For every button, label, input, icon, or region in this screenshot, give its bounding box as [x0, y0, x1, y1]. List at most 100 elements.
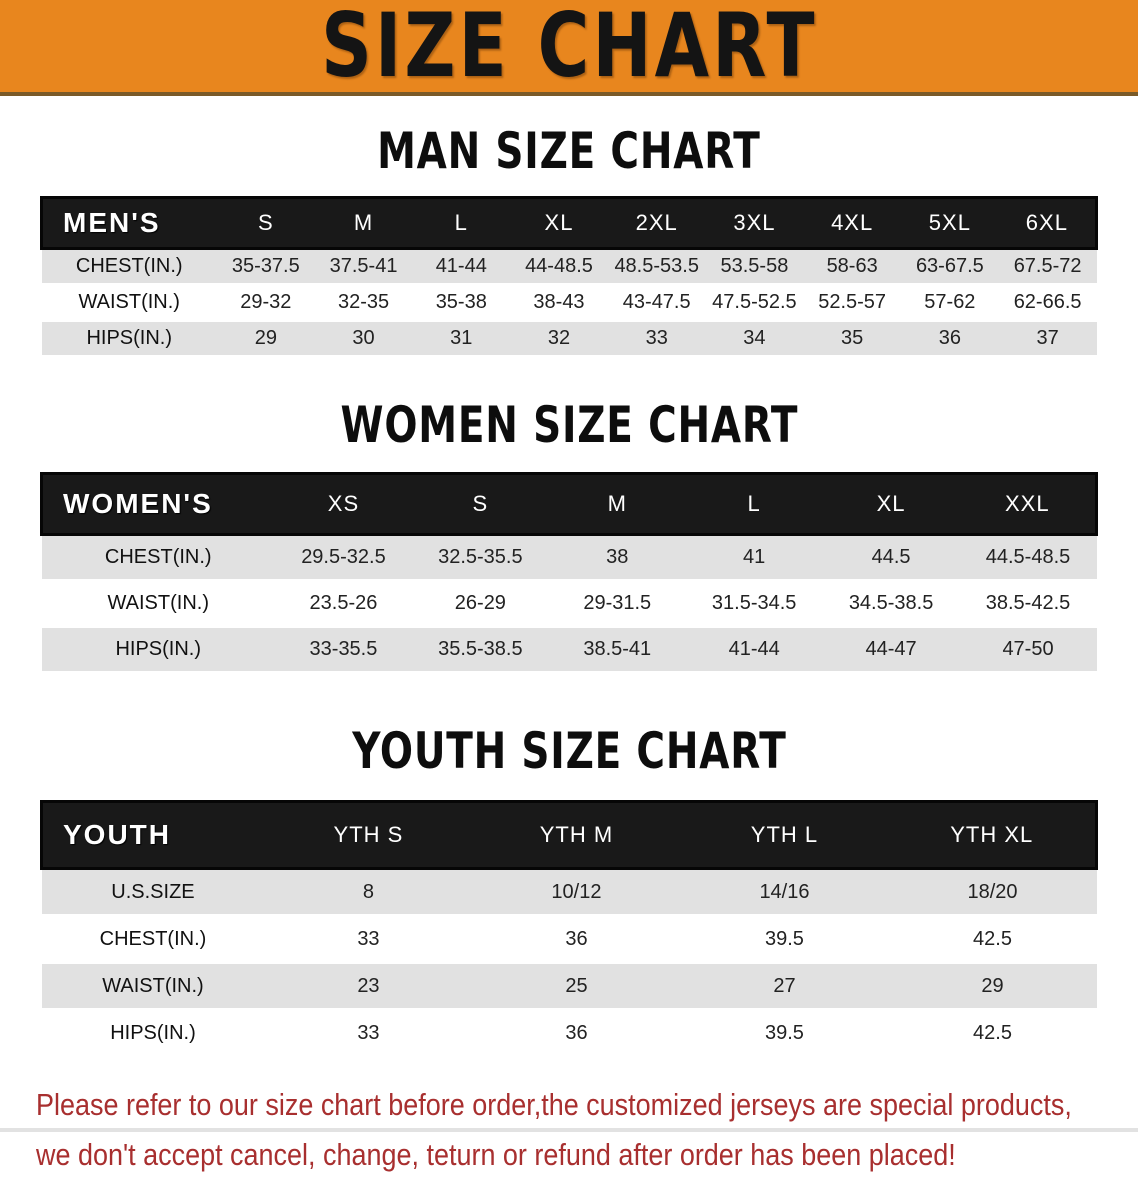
size-column-header: XS — [275, 472, 412, 536]
size-value-cell: 32-35 — [314, 284, 413, 322]
size-value-cell: 37.5-41 — [314, 248, 413, 286]
table-corner-label: YOUTH — [40, 800, 265, 870]
size-value-cell: 29 — [216, 320, 315, 358]
size-column-header: M — [314, 196, 413, 250]
size-value-cell: 37 — [998, 320, 1097, 358]
row-label: CHEST(IN.) — [41, 248, 217, 286]
size-value-cell: 44-48.5 — [510, 248, 608, 286]
size-value-cell: 38.5-42.5 — [959, 580, 1097, 628]
disclaimer-line-1: Please refer to our size chart before or… — [36, 1087, 1072, 1122]
mens-size-table: MEN'S S M L XL 2XL 3XL 4XL 5XL 6XL CHEST(IN.) 35-37… — [39, 196, 1098, 358]
measurement-row: U.S.SIZE 8 10/12 14/16 18/20 — [41, 868, 1097, 917]
size-value-cell: 47-50 — [959, 626, 1097, 674]
table-corner-label: MEN'S — [39, 196, 217, 250]
size-column-header: XXL — [959, 472, 1098, 536]
man-size-chart-section: MAN SIZE CHART MEN'S S M L XL 2XL 3XL 4XL 5XL 6XL… — [0, 96, 1138, 358]
size-value-cell: 18/20 — [888, 868, 1097, 917]
row-label: HIPS(IN.) — [41, 320, 217, 358]
size-value-cell: 23.5-26 — [275, 580, 412, 628]
row-label: CHEST(IN.) — [41, 534, 275, 582]
size-value-cell: 26-29 — [411, 580, 549, 628]
size-value-cell: 62-66.5 — [998, 284, 1097, 322]
size-value-cell: 39.5 — [680, 915, 889, 964]
size-value-cell: 25 — [472, 962, 681, 1011]
size-value-cell: 27 — [680, 962, 889, 1011]
man-section-title: MAN SIZE CHART — [0, 96, 1138, 196]
size-value-cell: 34 — [705, 320, 804, 358]
size-value-cell: 34.5-38.5 — [822, 580, 960, 628]
size-column-header: S — [216, 196, 315, 250]
size-value-cell: 31.5-34.5 — [685, 580, 823, 628]
youth-size-chart-section: YOUTH SIZE CHART YOUTH YTH S YTH M YTH L YTH… — [0, 674, 1138, 1058]
measurement-row: CHEST(IN.) 29.5-32.5 32.5-35.5 38 41 44.5 44.5… — [41, 534, 1097, 582]
size-value-cell: 29-31.5 — [548, 580, 686, 628]
size-column-header: YTH XL — [888, 800, 1099, 870]
size-value-cell: 48.5-53.5 — [607, 248, 706, 286]
size-column-header: 6XL — [998, 196, 1098, 250]
size-value-cell: 29-32 — [216, 284, 315, 322]
measurement-row: CHEST(IN.) 33 36 39.5 42.5 — [41, 915, 1097, 964]
size-value-cell: 35-38 — [412, 284, 511, 322]
size-value-cell: 43-47.5 — [607, 284, 706, 322]
size-value-cell: 32 — [510, 320, 608, 358]
measurement-row: WAIST(IN.) 23.5-26 26-29 29-31.5 31.5-34.5 34… — [41, 580, 1097, 628]
size-value-cell: 57-62 — [901, 284, 999, 322]
size-column-header: 2XL — [607, 196, 706, 250]
size-column-header: M — [548, 472, 686, 536]
size-column-header: YTH L — [680, 800, 889, 870]
size-value-cell: 42.5 — [888, 1009, 1097, 1058]
youth-section-title: YOUTH SIZE CHART — [0, 674, 1138, 800]
row-label: U.S.SIZE — [41, 868, 265, 917]
disclaimer-text: Please refer to our size chart before or… — [0, 1058, 1138, 1180]
size-value-cell: 35-37.5 — [216, 248, 315, 286]
measurement-row: HIPS(IN.) 33-35.5 35.5-38.5 38.5-41 41-44 44-… — [41, 626, 1097, 674]
size-value-cell: 30 — [314, 320, 413, 358]
size-column-header: 4XL — [803, 196, 901, 250]
row-label: HIPS(IN.) — [41, 626, 275, 674]
size-column-header: XL — [822, 472, 960, 536]
size-value-cell: 41-44 — [685, 626, 823, 674]
size-column-header: XL — [510, 196, 608, 250]
size-value-cell: 32.5-35.5 — [411, 534, 549, 582]
size-value-cell: 33 — [264, 1009, 473, 1058]
size-value-cell: 53.5-58 — [705, 248, 804, 286]
size-value-cell: 44.5-48.5 — [959, 534, 1097, 582]
women-section-title: WOMEN SIZE CHART — [0, 358, 1138, 472]
size-value-cell: 8 — [264, 868, 473, 917]
size-value-cell: 44-47 — [822, 626, 960, 674]
size-value-cell: 44.5 — [822, 534, 960, 582]
size-value-cell: 42.5 — [888, 915, 1097, 964]
size-value-cell: 33 — [607, 320, 706, 358]
size-table-header-row: YOUTH YTH S YTH M YTH L YTH XL — [40, 800, 1099, 870]
size-value-cell: 41 — [685, 534, 823, 582]
size-value-cell: 23 — [264, 962, 473, 1011]
size-value-cell: 39.5 — [680, 1009, 889, 1058]
size-value-cell: 36 — [472, 1009, 681, 1058]
size-value-cell: 36 — [901, 320, 999, 358]
size-value-cell: 33-35.5 — [275, 626, 412, 674]
size-column-header: YTH M — [472, 800, 681, 870]
size-value-cell: 38-43 — [510, 284, 608, 322]
women-section-title-text: WOMEN SIZE CHART — [340, 396, 798, 454]
women-size-chart-section: WOMEN SIZE CHART WOMEN'S XS S M L XL XXL CHEST(… — [0, 358, 1138, 674]
page-bottom-edge — [0, 1128, 1138, 1132]
size-value-cell: 52.5-57 — [803, 284, 901, 322]
row-label: HIPS(IN.) — [41, 1009, 265, 1058]
size-table-header-row: MEN'S S M L XL 2XL 3XL 4XL 5XL 6XL — [39, 196, 1098, 250]
size-column-header: 5XL — [901, 196, 999, 250]
size-value-cell: 41-44 — [412, 248, 511, 286]
measurement-row: WAIST(IN.) 23 25 27 29 — [41, 962, 1097, 1011]
measurement-row: HIPS(IN.) 33 36 39.5 42.5 — [41, 1009, 1097, 1058]
size-value-cell: 63-67.5 — [901, 248, 999, 286]
size-value-cell: 35 — [803, 320, 901, 358]
banner-title: SIZE CHART — [320, 0, 818, 97]
row-label: WAIST(IN.) — [41, 962, 265, 1011]
measurement-row: HIPS(IN.) 29 30 31 32 33 34 35 36 37 — [41, 320, 1097, 358]
row-label: CHEST(IN.) — [41, 915, 265, 964]
size-value-cell: 14/16 — [680, 868, 889, 917]
table-corner-label: WOMEN'S — [40, 472, 275, 536]
youth-size-table: YOUTH YTH S YTH M YTH L YTH XL U.S.SIZE 8 10/12… — [40, 800, 1099, 1058]
size-value-cell: 33 — [264, 915, 473, 964]
size-value-cell: 58-63 — [803, 248, 901, 286]
row-label: WAIST(IN.) — [41, 580, 275, 628]
